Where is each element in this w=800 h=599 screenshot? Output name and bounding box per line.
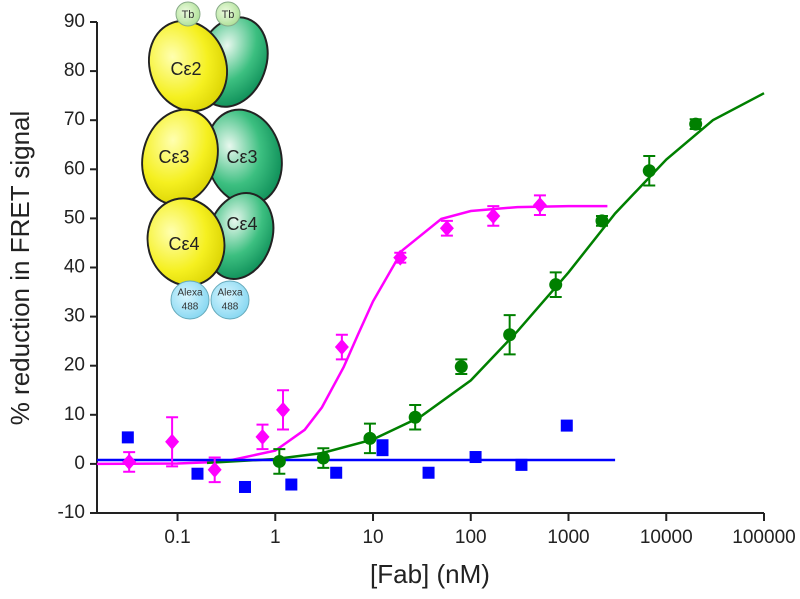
y-tick-label: 70 <box>64 109 85 130</box>
data-point <box>238 480 251 493</box>
alexa-label: 488 <box>182 302 199 313</box>
data-point <box>549 278 563 292</box>
data-point <box>408 410 422 424</box>
tb-label-circle <box>215 1 241 27</box>
data-point <box>122 453 137 470</box>
x-tick-label: 1000 <box>547 527 589 548</box>
y-tick-label: 90 <box>64 11 85 32</box>
fit-curve <box>96 204 608 466</box>
y-tick-label: 10 <box>64 404 85 425</box>
data-point <box>486 207 501 224</box>
data-point <box>376 444 389 457</box>
inset-labels: Tb Tb Alexa 488 Alexa 488 <box>177 9 242 313</box>
domain-labels: Cε2 Cε3 Cε3 Cε4 Cε4 <box>158 59 257 254</box>
data-point <box>255 428 270 445</box>
data-point <box>121 431 134 444</box>
data-point <box>363 431 377 445</box>
y-tick-label: 80 <box>64 60 85 81</box>
tb-label: Tb <box>222 9 235 21</box>
data-point <box>503 328 517 342</box>
data-point <box>276 401 291 418</box>
domain-diagram <box>141 1 283 320</box>
alexa-label-circle <box>210 280 250 320</box>
domain-label: Cε2 <box>170 59 201 79</box>
data-point <box>454 360 468 374</box>
y-axis-label: % reduction in FRET signal <box>5 111 35 426</box>
domain-label: Cε3 <box>158 147 189 167</box>
data-point <box>330 466 343 479</box>
data-point <box>689 117 703 131</box>
data-point <box>191 467 204 480</box>
fit-curve <box>206 92 765 465</box>
data-point <box>469 451 482 464</box>
x-tick-label: 0.1 <box>164 527 190 548</box>
x-tick-label: 1 <box>270 527 281 548</box>
domain-label: Cε4 <box>226 214 257 234</box>
tb-label: Tb <box>182 9 195 21</box>
alexa-label: Alexa <box>217 288 242 299</box>
x-axis-label: [Fab] (nM) <box>370 559 490 589</box>
data-point <box>334 339 349 356</box>
data-point <box>165 433 180 450</box>
y-tick-label: 60 <box>64 158 85 179</box>
y-tick-label: 0 <box>74 453 85 474</box>
y-tick-label: 40 <box>64 257 85 278</box>
domain-shape <box>147 19 229 113</box>
data-point <box>207 461 222 478</box>
alexa-label-circle <box>170 280 210 320</box>
x-tick-label: 100000 <box>732 527 795 548</box>
data-point <box>422 466 435 479</box>
data-point <box>272 454 286 468</box>
y-tick-label: 20 <box>64 355 85 376</box>
domain-label: Cε3 <box>226 147 257 167</box>
data-point <box>285 478 298 491</box>
y-tick-label: -10 <box>58 502 85 523</box>
data-point <box>515 458 528 471</box>
data-point <box>316 451 330 465</box>
x-tick-label: 10000 <box>640 527 693 548</box>
y-tick-label: 30 <box>64 306 85 327</box>
x-tick-label: 100 <box>455 527 487 548</box>
data-point <box>560 419 573 432</box>
data-point <box>642 164 656 178</box>
alexa-label: 488 <box>222 302 239 313</box>
domain-label: Cε4 <box>168 234 199 254</box>
data-point <box>393 249 408 266</box>
data-point <box>439 220 454 237</box>
tb-label-circle <box>175 1 201 27</box>
data-point <box>595 214 609 228</box>
data-point <box>532 197 547 214</box>
alexa-label: Alexa <box>177 288 202 299</box>
x-tick-label: 10 <box>362 527 383 548</box>
y-tick-label: 50 <box>64 207 85 228</box>
